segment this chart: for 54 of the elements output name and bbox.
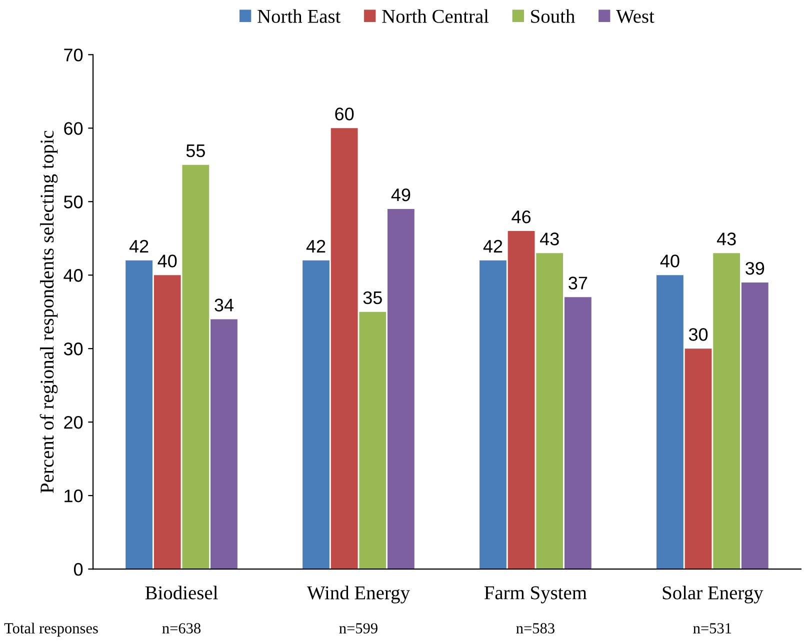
legend-label: South [531, 9, 575, 23]
bar [713, 253, 740, 570]
bar [126, 260, 152, 570]
bar [330, 128, 358, 570]
data-label: 42 [483, 240, 502, 252]
bar [684, 348, 712, 570]
text: n=583 [516, 623, 554, 634]
bar [741, 282, 768, 570]
bar [388, 208, 414, 570]
y-tick-label: 50 [64, 196, 83, 208]
data-label: 40 [660, 254, 680, 268]
y-tick-label: 30 [64, 342, 83, 356]
data-label: 43 [540, 232, 559, 246]
y-tick-label: 10 [64, 490, 83, 502]
data-label: 34 [214, 298, 234, 312]
data-label: 55 [186, 144, 205, 158]
text: Total responses [4, 622, 98, 637]
y-axis-title: Percent of regional respondents selecting topic [40, 130, 58, 493]
bar [564, 297, 592, 570]
y-tick-label: 70 [64, 48, 83, 62]
bar [154, 275, 181, 570]
x-tick-label: Farm System [484, 586, 587, 604]
data-label: 30 [688, 328, 708, 341]
data-label: 40 [158, 254, 177, 268]
bar [656, 275, 684, 570]
legend-label: North East [258, 9, 341, 23]
bar [302, 260, 330, 570]
y-tick-label: 40 [64, 269, 83, 282]
legend-label: North Central [382, 9, 489, 23]
y-tick-label: 60 [64, 122, 83, 135]
data-label: 35 [363, 291, 382, 304]
x-tick-label: Biodiesel [145, 586, 218, 600]
data-label: 37 [568, 276, 588, 290]
bar [508, 231, 535, 570]
text: n=638 [162, 623, 201, 634]
y-tick-label: 0 [74, 562, 83, 576]
legend-label: West [616, 10, 654, 24]
x-tick-label: Wind Energy [306, 586, 410, 604]
bar [359, 312, 386, 570]
data-label: 60 [335, 108, 354, 120]
data-label: 42 [129, 240, 148, 252]
data-label: 49 [391, 188, 410, 202]
bar [536, 253, 564, 570]
text: n=531 [693, 623, 732, 634]
bar [210, 319, 238, 570]
data-label: 39 [746, 262, 764, 275]
x-tick-label: Solar Energy [662, 586, 764, 604]
bar [480, 260, 506, 570]
data-label: 46 [512, 210, 531, 224]
y-tick-label: 20 [64, 416, 83, 429]
data-label: 42 [306, 240, 326, 252]
bar [182, 164, 210, 570]
data-label: 43 [716, 232, 736, 246]
text: n=599 [339, 623, 378, 634]
